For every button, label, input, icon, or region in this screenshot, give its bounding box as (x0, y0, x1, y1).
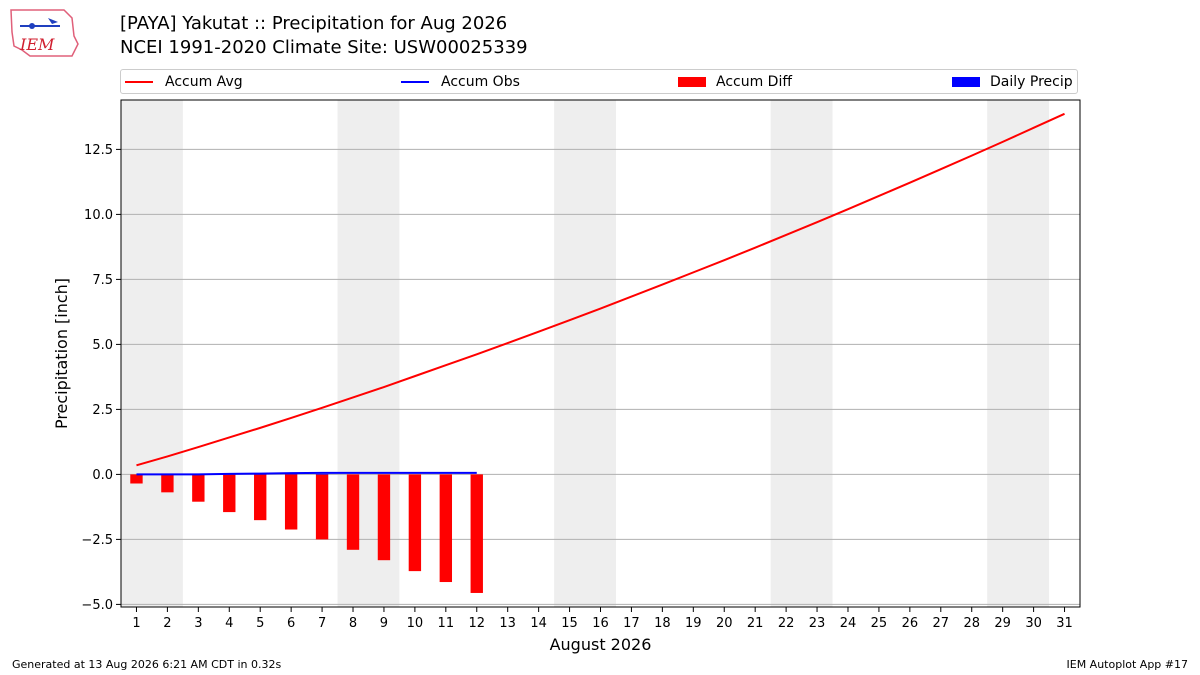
x-tick-label: 19 (685, 616, 702, 631)
x-tick-label: 21 (747, 616, 764, 631)
daily-precip-bar (284, 473, 298, 475)
weekend-shading (121, 100, 1050, 607)
x-tick-label: 24 (840, 616, 857, 631)
x-tick-label: 11 (438, 616, 455, 631)
accum-diff-bar (223, 474, 236, 513)
daily-precip-bar (315, 474, 329, 475)
legend: Accum Avg Accum Obs Accum Diff Daily Pre… (120, 69, 1078, 94)
y-tick-label: −5.0 (81, 598, 113, 613)
y-axis-label: Precipitation [inch] (52, 278, 71, 429)
y-axis-ticks: −5.0 −2.5 0.0 2.5 5.0 7.5 10.0 12.5 (81, 143, 121, 613)
x-tick-label: 6 (287, 616, 295, 631)
x-tick-label: 10 (407, 616, 424, 631)
app-label: IEM Autoplot App #17 (1066, 658, 1189, 671)
bars (130, 473, 483, 593)
legend-label-accum-avg: Accum Avg (165, 74, 243, 90)
accum-diff-bar (161, 474, 174, 493)
legend-label-accum-obs: Accum Obs (441, 74, 520, 90)
y-tick-label: 12.5 (84, 143, 113, 158)
x-axis-label: August 2026 (550, 635, 652, 654)
x-tick-label: 1 (132, 616, 140, 631)
x-axis-ticks: 1 2 3 4 5 6 7 8 9 10 11 12 13 14 15 16 17 18 19 20 21 22 23 24 2… (132, 607, 1073, 631)
x-tick-label: 5 (256, 616, 264, 631)
y-tick-label: 2.5 (92, 403, 113, 418)
x-tick-label: 31 (1056, 616, 1073, 631)
accum-diff-bar (408, 474, 422, 572)
weekend-band (121, 100, 183, 607)
y-tick-label: 10.0 (84, 208, 113, 223)
accum-diff-bar (192, 474, 205, 502)
y-tick-label: 5.0 (92, 338, 113, 353)
accum-diff-bar (130, 474, 143, 484)
series-lines (136, 112, 1065, 476)
y-tick-label: 0.0 (92, 468, 113, 483)
x-tick-label: 3 (194, 616, 202, 631)
gridlines (121, 148, 1080, 605)
x-tick-label: 30 (1025, 616, 1042, 631)
legend-swatch-accum-obs (401, 81, 429, 83)
x-tick-label: 28 (963, 616, 980, 631)
legend-swatch-accum-diff (678, 77, 706, 87)
x-tick-label: 18 (654, 616, 671, 631)
x-tick-label: 8 (349, 616, 357, 631)
accum-obs-line (136, 471, 477, 476)
x-tick-label: 4 (225, 616, 233, 631)
legend-label-daily-precip: Daily Precip (990, 74, 1073, 90)
y-tick-label: −2.5 (81, 533, 113, 548)
weekend-band (554, 100, 616, 607)
legend-item-accum-avg: Accum Avg (125, 73, 243, 91)
x-tick-label: 16 (592, 616, 609, 631)
x-tick-label: 12 (468, 616, 485, 631)
accum-diff-bar (470, 474, 483, 593)
weekend-band (987, 100, 1050, 607)
x-tick-label: 29 (994, 616, 1011, 631)
x-tick-label: 15 (561, 616, 578, 631)
x-tick-label: 2 (163, 616, 171, 631)
legend-item-accum-obs: Accum Obs (401, 73, 520, 91)
accum-diff-bar (284, 474, 298, 530)
x-tick-label: 26 (902, 616, 919, 631)
legend-swatch-daily-precip (952, 77, 980, 87)
x-tick-label: 17 (623, 616, 640, 631)
accum-diff-bar (315, 474, 329, 540)
x-tick-label: 7 (318, 616, 326, 631)
generated-timestamp: Generated at 13 Aug 2026 6:21 AM CDT in … (12, 658, 282, 671)
x-tick-label: 27 (933, 616, 950, 631)
legend-item-daily-precip: Daily Precip (952, 73, 1073, 91)
x-tick-label: 22 (778, 616, 795, 631)
x-tick-label: 23 (809, 616, 826, 631)
x-tick-label: 25 (871, 616, 888, 631)
accum-diff-bar (439, 474, 453, 583)
chart-subtitle: NCEI 1991-2020 Climate Site: USW00025339 (120, 37, 528, 58)
accum-diff-bar (346, 474, 360, 550)
x-tick-label: 9 (380, 616, 388, 631)
iem-logo: IEM (10, 9, 79, 57)
legend-item-accum-diff: Accum Diff (678, 73, 792, 91)
x-tick-label: 20 (716, 616, 733, 631)
accum-diff-bar (377, 474, 391, 561)
legend-swatch-accum-avg (125, 81, 153, 83)
weekend-band (770, 100, 833, 607)
chart-title: [PAYA] Yakutat :: Precipitation for Aug … (120, 13, 508, 34)
x-tick-label: 13 (499, 616, 516, 631)
logo-text: IEM (19, 35, 55, 54)
legend-label-accum-diff: Accum Diff (716, 74, 793, 90)
accum-avg-line (136, 112, 1065, 467)
x-tick-label: 14 (530, 616, 547, 631)
y-tick-label: 7.5 (92, 273, 113, 288)
accum-diff-bar (254, 474, 267, 521)
